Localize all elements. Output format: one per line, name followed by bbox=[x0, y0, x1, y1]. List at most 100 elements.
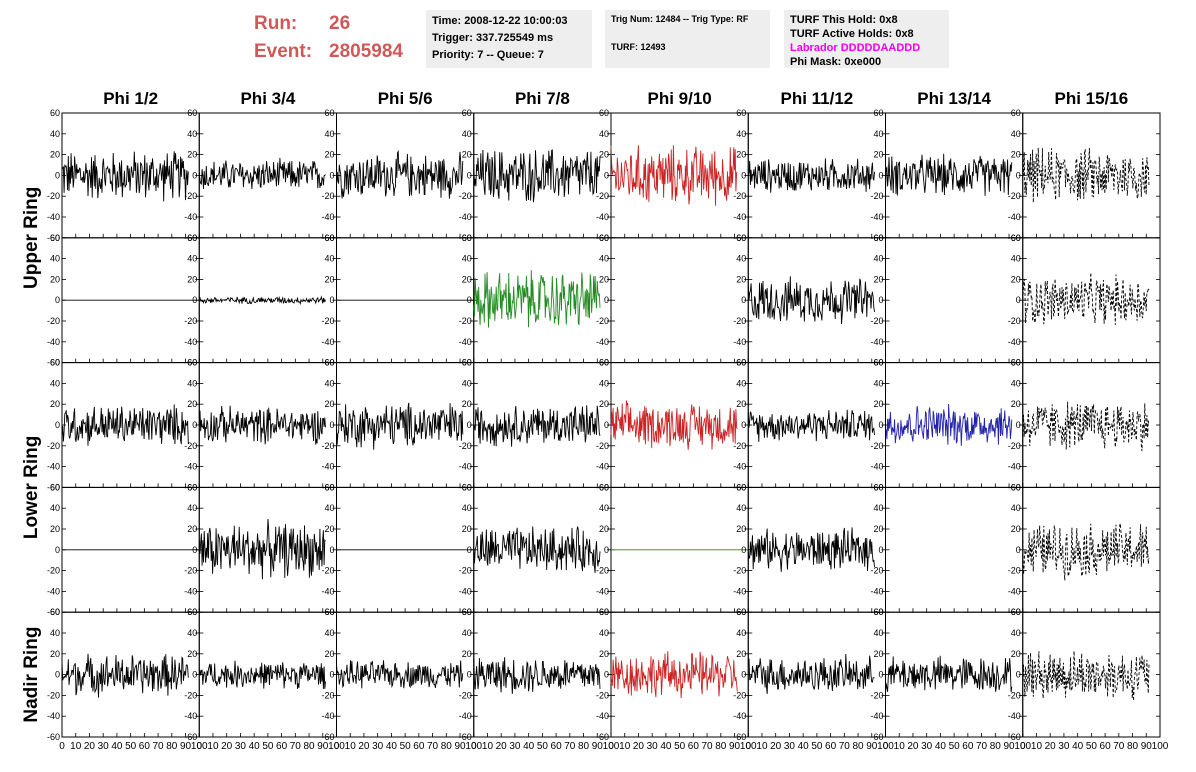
y-tick-label: 40 bbox=[324, 628, 334, 638]
y-tick-label: 0 bbox=[1016, 670, 1021, 680]
x-tick-label: 90 bbox=[592, 741, 604, 752]
x-tick-label: 60 bbox=[551, 741, 563, 752]
y-tick-label: -40 bbox=[596, 462, 609, 472]
y-tick-label: 20 bbox=[187, 399, 197, 409]
y-tick-label: 60 bbox=[873, 607, 883, 617]
x-tick-label: 40 bbox=[660, 741, 672, 752]
y-tick-label: 20 bbox=[736, 399, 746, 409]
y-tick-label: 20 bbox=[50, 274, 60, 284]
y-tick-label: 40 bbox=[1011, 129, 1021, 139]
y-tick-label: 40 bbox=[50, 129, 60, 139]
y-tick-label: 0 bbox=[192, 545, 197, 555]
waveform-trace bbox=[473, 270, 601, 328]
y-tick-label: 20 bbox=[736, 524, 746, 534]
waveform-trace bbox=[473, 405, 601, 447]
y-tick-label: -40 bbox=[459, 462, 472, 472]
y-tick-label: 0 bbox=[1016, 545, 1021, 555]
x-tick-label: 10 bbox=[619, 741, 631, 752]
y-tick-label: -40 bbox=[47, 337, 60, 347]
x-tick-label: 60 bbox=[276, 741, 288, 752]
y-tick-label: 60 bbox=[462, 108, 472, 118]
y-tick-label: 40 bbox=[50, 254, 60, 264]
y-tick-label: 0 bbox=[878, 545, 883, 555]
y-tick-label: -40 bbox=[733, 711, 746, 721]
y-tick-label: -20 bbox=[733, 441, 746, 451]
waveform-trace bbox=[198, 518, 326, 580]
x-tick-label: 30 bbox=[647, 741, 659, 752]
event-value: 2805984 bbox=[329, 41, 403, 62]
y-tick-label: -20 bbox=[733, 566, 746, 576]
y-tick-label: -20 bbox=[321, 441, 334, 451]
y-tick-label: 0 bbox=[741, 420, 746, 430]
y-tick-label: -40 bbox=[321, 462, 334, 472]
x-tick-label: 100 bbox=[1152, 741, 1169, 752]
x-tick-label: 0 bbox=[334, 741, 340, 752]
x-tick-label: 100 bbox=[740, 741, 757, 752]
column-header: Phi 5/6 bbox=[378, 89, 433, 108]
x-tick-label: 30 bbox=[784, 741, 796, 752]
x-tick-label: 60 bbox=[962, 741, 974, 752]
y-tick-label: 60 bbox=[324, 358, 334, 368]
y-tick-label: -20 bbox=[1008, 441, 1021, 451]
x-tick-label: 100 bbox=[191, 741, 208, 752]
y-tick-label: 40 bbox=[1011, 254, 1021, 264]
x-tick-label: 70 bbox=[976, 741, 988, 752]
y-tick-label: -20 bbox=[1008, 316, 1021, 326]
waveform-trace bbox=[747, 158, 875, 193]
y-tick-label: 60 bbox=[50, 108, 60, 118]
y-tick-label: 20 bbox=[187, 649, 197, 659]
y-tick-label: -40 bbox=[870, 462, 883, 472]
x-tick-label: 100 bbox=[1014, 741, 1031, 752]
waveform-trace bbox=[61, 653, 189, 698]
run-event-header: Run: 26 Event: 2805984 bbox=[254, 10, 403, 66]
y-tick-label: -20 bbox=[596, 441, 609, 451]
x-tick-label: 90 bbox=[1003, 741, 1015, 752]
x-tick-label: 0 bbox=[196, 741, 202, 752]
waveform-trace bbox=[885, 655, 1013, 693]
y-tick-label: 20 bbox=[873, 524, 883, 534]
y-tick-label: -40 bbox=[47, 462, 60, 472]
x-tick-label: 50 bbox=[674, 741, 686, 752]
y-tick-label: -20 bbox=[321, 690, 334, 700]
y-tick-label: 40 bbox=[599, 378, 609, 388]
y-tick-label: -40 bbox=[1008, 337, 1021, 347]
y-tick-label: -20 bbox=[459, 441, 472, 451]
y-tick-label: 40 bbox=[599, 129, 609, 139]
column-header: Phi 1/2 bbox=[103, 89, 158, 108]
y-tick-label: -40 bbox=[870, 212, 883, 222]
x-tick-label: 60 bbox=[1100, 741, 1112, 752]
y-tick-label: -40 bbox=[321, 337, 334, 347]
turf-active-holds-text: TURF Active Holds: 0x8 bbox=[790, 28, 914, 40]
y-tick-label: -40 bbox=[870, 711, 883, 721]
x-tick-label: 80 bbox=[990, 741, 1002, 752]
waveform-trace bbox=[747, 653, 875, 694]
x-tick-label: 30 bbox=[509, 741, 521, 752]
y-tick-label: -20 bbox=[1008, 690, 1021, 700]
y-tick-label: 0 bbox=[329, 545, 334, 555]
y-tick-label: -20 bbox=[47, 441, 60, 451]
y-tick-label: -40 bbox=[596, 711, 609, 721]
y-tick-label: -60 bbox=[47, 233, 60, 243]
y-tick-label: 40 bbox=[736, 628, 746, 638]
turf-text: TURF: 12493 bbox=[611, 42, 666, 52]
y-tick-label: -40 bbox=[459, 586, 472, 596]
y-tick-label: 40 bbox=[873, 503, 883, 513]
y-tick-label: 40 bbox=[50, 628, 60, 638]
y-tick-label: 20 bbox=[324, 150, 334, 160]
x-tick-label: 80 bbox=[1127, 741, 1139, 752]
y-tick-label: -40 bbox=[47, 586, 60, 596]
y-tick-label: 40 bbox=[873, 628, 883, 638]
y-tick-label: 0 bbox=[604, 420, 609, 430]
y-tick-label: -40 bbox=[184, 586, 197, 596]
y-tick-label: 60 bbox=[873, 358, 883, 368]
y-tick-label: 40 bbox=[873, 129, 883, 139]
y-tick-label: 0 bbox=[604, 170, 609, 180]
y-tick-label: 0 bbox=[467, 545, 472, 555]
y-tick-label: 60 bbox=[462, 233, 472, 243]
y-tick-label: -20 bbox=[459, 191, 472, 201]
y-tick-label: 60 bbox=[1011, 607, 1021, 617]
waveform-trace bbox=[336, 402, 464, 450]
y-tick-label: -20 bbox=[596, 316, 609, 326]
waveform-trace bbox=[1022, 523, 1150, 581]
y-tick-label: 20 bbox=[599, 399, 609, 409]
